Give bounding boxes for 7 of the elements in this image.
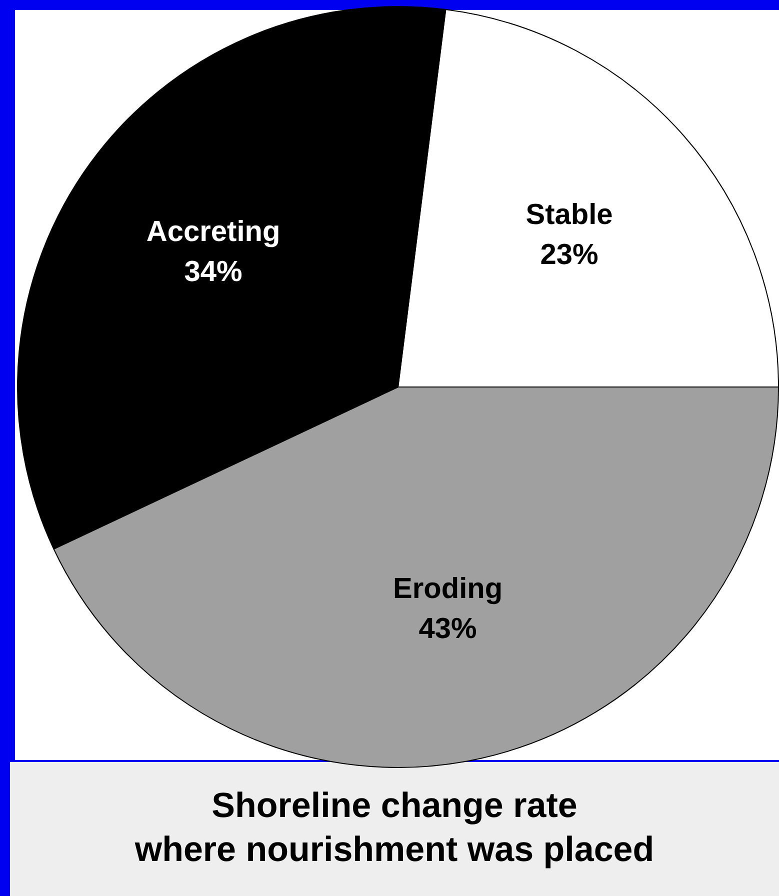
data-label: 23% <box>540 239 598 272</box>
slice-label: Eroding <box>393 572 503 605</box>
text: Shoreline change rate where nourishment was placed <box>10 762 779 896</box>
slice-label: Stable <box>526 199 613 232</box>
data-label: 43% <box>418 612 478 645</box>
data-label: 34% <box>184 256 243 288</box>
slice-label: Accreting <box>146 216 280 248</box>
